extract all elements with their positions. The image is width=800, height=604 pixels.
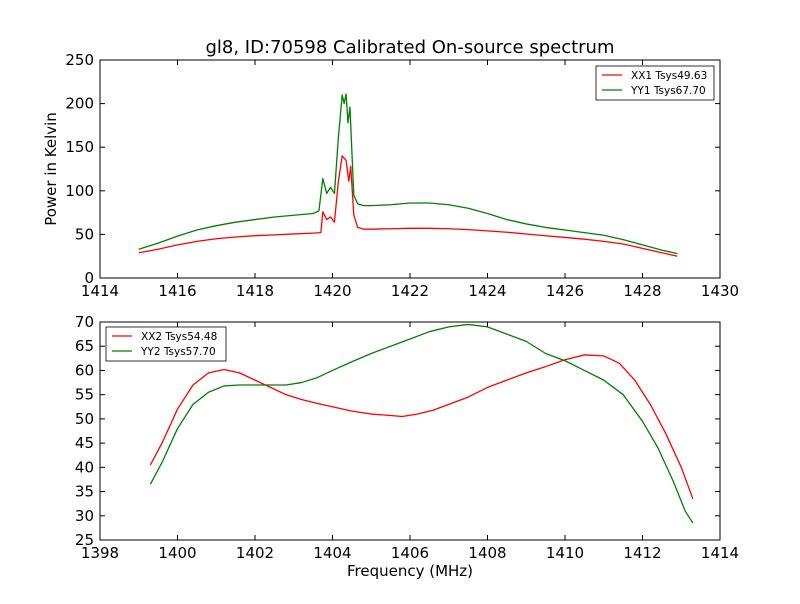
top-y-tick-label: 150	[65, 138, 94, 156]
bottom-legend-box	[105, 326, 227, 362]
bottom-y-tick-label: 70	[75, 313, 94, 331]
top-y-tick-label: 100	[65, 182, 94, 200]
bottom-series-line-1	[149, 354, 694, 500]
bottom-x-tick-label: 1406	[391, 544, 429, 562]
bottom-x-tick-label: 1402	[236, 544, 274, 562]
top-legend: XX1 Tsys49.63 YY1 Tsys67.70	[595, 65, 715, 101]
top-series-line-1	[138, 155, 678, 257]
top-ticks-group: 1414 1416 1418 1420 1422 1424 1426 1428 1430 0 50 1…	[65, 51, 739, 300]
bottom-x-tick-label: 1412	[623, 544, 661, 562]
bottom-x-tick-label: 1410	[546, 544, 584, 562]
top-y-tick-label: 250	[65, 51, 94, 69]
top-series-group	[138, 93, 678, 257]
top-x-tick-label: 1422	[391, 282, 429, 300]
top-x-tick-label: 1426	[546, 282, 584, 300]
bottom-y-tick-label: 60	[75, 361, 94, 379]
top-x-tick-label: 1430	[701, 282, 739, 300]
bottom-series-line-2	[149, 323, 694, 524]
bottom-x-tick-label: 1404	[313, 544, 351, 562]
bottom-x-tick-label: 1400	[158, 544, 196, 562]
bottom-y-tick-label: 30	[75, 507, 94, 525]
top-legend-label-xx1: XX1 Tsys49.63	[631, 70, 707, 82]
top-legend-label-yy1: YY1 Tsys67.70	[630, 85, 706, 97]
bottom-x-tick-label: 1414	[701, 544, 739, 562]
top-panel: 1414 1416 1418 1420 1422 1424 1426 1428 1430 0 50 1…	[42, 37, 739, 300]
bottom-x-tick-label: 1398	[81, 544, 119, 562]
top-y-axis-label: Power in Kelvin	[42, 112, 60, 226]
top-series-line-2	[138, 93, 678, 255]
top-chart-title: gl8, ID:70598 Calibrated On-source spect…	[205, 37, 614, 58]
bottom-y-tick-label: 35	[75, 483, 94, 501]
bottom-series-group	[149, 323, 694, 524]
top-x-tick-label: 1416	[158, 282, 196, 300]
top-y-tick-label: 0	[84, 269, 94, 287]
bottom-y-tick-label: 40	[75, 458, 94, 476]
top-x-tick-label: 1414	[81, 282, 119, 300]
bottom-x-tick-label: 1408	[468, 544, 506, 562]
bottom-y-tick-label: 55	[75, 386, 94, 404]
top-x-tick-label: 1428	[623, 282, 661, 300]
bottom-y-tick-label: 50	[75, 410, 94, 428]
top-x-tick-label: 1418	[236, 282, 274, 300]
top-y-tick-label: 200	[65, 95, 94, 113]
bottom-y-tick-label: 65	[75, 337, 94, 355]
bottom-panel: 1398 1400 1402 1404 1406 1408 1410 1412 1414 25 30…	[75, 313, 739, 580]
bottom-legend-label-yy2: YY2 Tsys57.70	[140, 346, 216, 358]
bottom-legend-label-xx2: XX2 Tsys54.48	[141, 331, 217, 343]
bottom-x-axis-label: Frequency (MHz)	[347, 562, 473, 580]
top-legend-box	[595, 65, 715, 101]
bottom-y-tick-label: 25	[75, 531, 94, 549]
top-x-tick-label: 1420	[313, 282, 351, 300]
top-y-tick-label: 50	[75, 225, 94, 243]
bottom-ticks-group: 1398 1400 1402 1404 1406 1408 1410 1412 1414 25 30…	[75, 313, 739, 562]
bottom-legend: XX2 Tsys54.48 YY2 Tsys57.70	[105, 326, 227, 362]
top-x-tick-label: 1424	[468, 282, 506, 300]
bottom-y-tick-label: 45	[75, 434, 94, 452]
